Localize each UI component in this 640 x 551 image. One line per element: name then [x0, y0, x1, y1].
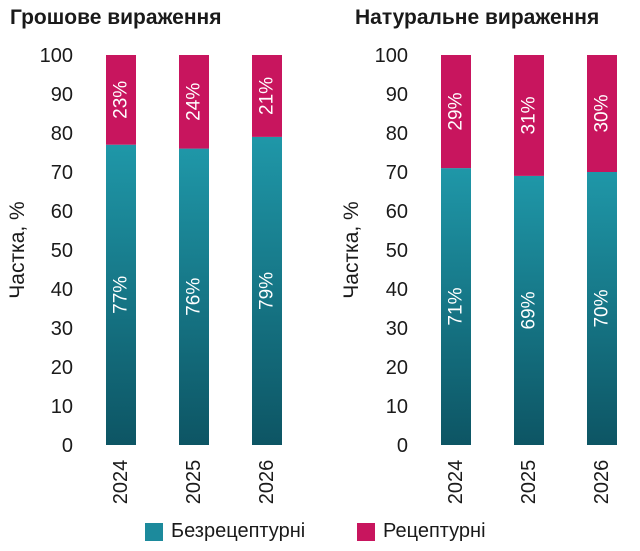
data-label-rx: 21% — [257, 77, 278, 115]
data-label-otc: 70% — [592, 289, 613, 327]
legend-label-otc: Безрецептурні — [171, 520, 306, 542]
y-tick-label: 100 — [40, 45, 73, 67]
chart-2: Натуральне вираження Частка, % 0 10 20 30 40 50… — [340, 6, 617, 504]
bar-segment-rx — [587, 55, 617, 172]
chart-1: Грошове вираження Частка, % 0 10 20 30 40 50 60 7… — [6, 6, 282, 504]
x-tick-label: 2024 — [445, 460, 467, 505]
bar-segment-rx — [252, 55, 282, 137]
legend: Безрецептурні Рецептурні — [0, 520, 640, 550]
data-label-otc: 69% — [519, 291, 540, 329]
bar-segment-otc — [441, 168, 471, 445]
bar-segment-otc — [587, 172, 617, 445]
legend-item-otc: Безрецептурні — [145, 520, 305, 543]
legend-item-rx: Рецептурні — [357, 520, 486, 543]
x-tick-label: 2026 — [591, 460, 613, 505]
data-label-rx: 30% — [592, 94, 613, 132]
bar-segment-otc — [179, 148, 209, 445]
legend-swatch-rx — [357, 522, 375, 541]
y-tick-label: 100 — [375, 45, 408, 67]
y-tick-label: 10 — [51, 396, 73, 418]
data-label-otc: 76% — [184, 278, 205, 316]
legend-label-rx: Рецептурні — [383, 520, 486, 542]
y-tick-label: 50 — [386, 240, 408, 262]
y-tick-label: 0 — [62, 435, 73, 457]
y-axis-label: Частка, % — [6, 201, 29, 298]
x-tick-label: 2025 — [183, 460, 205, 505]
y-tick-label: 50 — [51, 240, 73, 262]
y-tick-label: 70 — [386, 162, 408, 184]
y-tick-label: 0 — [397, 435, 408, 457]
y-tick-label: 40 — [51, 279, 73, 301]
chart-title: Натуральне вираження — [355, 6, 599, 29]
data-label-otc: 79% — [257, 272, 278, 310]
y-tick-label: 40 — [386, 279, 408, 301]
y-tick-label: 20 — [386, 357, 408, 379]
bar-segment-otc — [106, 144, 136, 445]
data-label-rx: 29% — [446, 92, 467, 130]
bar-segment-rx — [106, 55, 136, 145]
bar-segment-otc — [514, 175, 544, 445]
chart-title: Грошове вираження — [10, 6, 221, 29]
data-label-otc: 77% — [111, 276, 132, 314]
x-tick-label: 2025 — [518, 460, 540, 505]
y-tick-label: 90 — [386, 84, 408, 106]
y-tick-label: 20 — [51, 357, 73, 379]
data-label-otc: 71% — [446, 287, 467, 325]
y-tick-label: 10 — [386, 396, 408, 418]
data-label-rx: 31% — [519, 96, 540, 134]
y-tick-label: 80 — [51, 123, 73, 145]
data-label-rx: 23% — [111, 81, 132, 119]
y-tick-label: 30 — [386, 318, 408, 340]
legend-swatch-otc — [145, 522, 163, 541]
bar-segment-rx — [441, 55, 471, 169]
x-tick-label: 2024 — [110, 460, 132, 505]
y-tick-label: 90 — [51, 84, 73, 106]
y-axis-label: Частка, % — [340, 201, 363, 298]
bar-segment-rx — [179, 55, 209, 149]
x-tick-label: 2026 — [256, 460, 278, 505]
y-tick-label: 60 — [386, 201, 408, 223]
bar-segment-rx — [514, 55, 544, 176]
y-tick-label: 70 — [51, 162, 73, 184]
data-label-rx: 24% — [184, 83, 205, 121]
y-tick-label: 60 — [51, 201, 73, 223]
y-tick-label: 30 — [51, 318, 73, 340]
bar-segment-otc — [252, 136, 282, 445]
y-tick-label: 80 — [386, 123, 408, 145]
